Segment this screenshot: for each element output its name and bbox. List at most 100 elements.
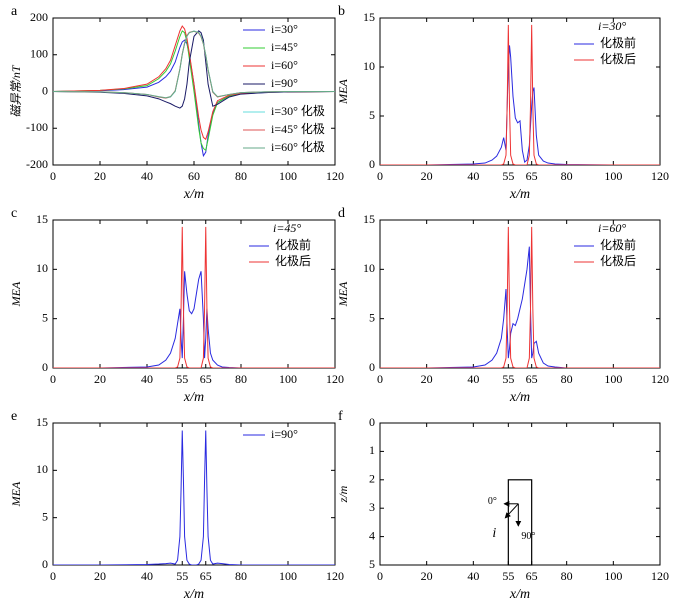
x-tick-label: 55 [176,372,188,386]
data-line [53,25,335,141]
x-tick-label: 55 [176,569,188,583]
x-tick-label: 40 [467,569,479,583]
annotation: i [492,526,496,541]
x-tick-label: 0 [50,169,56,183]
x-tick-label: 0 [50,372,56,386]
panel-label: f [338,409,343,424]
plot-frame [379,422,661,566]
plot-lines [53,25,335,158]
x-tick-label: 65 [526,169,538,183]
x-tick-label: 80 [561,569,573,583]
annotation: 90° [521,531,535,542]
x-tick-label: 80 [235,169,247,183]
y-axis-label: MEA [336,281,350,307]
y-tick-label: -100 [26,120,48,134]
legend-label: i=60° [271,58,298,72]
y-tick-label: 0 [369,360,375,374]
legend-label: i=30° [271,22,298,36]
y-axis-label: MEA [9,481,23,507]
panel-label: e [11,409,17,424]
legend-label: 化极后 [275,254,311,268]
y-tick-label: 15 [36,415,48,429]
y-axis-label: MEA [336,79,350,105]
x-tick-label: 120 [651,169,669,183]
data-line [53,271,335,368]
x-tick-label: 20 [421,372,433,386]
x-tick-label: 120 [326,169,344,183]
legend-title: i=60° [598,221,626,235]
x-tick-label: 20 [421,169,433,183]
panel-label: b [338,4,345,19]
x-axis-label: x/m [509,187,530,202]
x-tick-label: 65 [200,372,212,386]
legend-label: i=45° 化极 [271,122,325,136]
y-tick-label: 5 [369,108,375,122]
x-tick-label: 55 [502,169,514,183]
legend-label: 化极前 [600,237,636,252]
y-tick-label: 15 [363,212,375,226]
x-tick-label: 100 [604,169,622,183]
x-tick-label: 20 [94,169,106,183]
x-tick-label: 55 [502,569,514,583]
y-tick-label: 10 [363,261,375,275]
y-tick-label: 100 [30,47,48,61]
panel: 0 20 40 55 65 80 100 120 0 5 10 15 d x/m MEA i=60° 化极前化极… [336,206,669,405]
y-axis-label: z/m [336,485,350,503]
y-tick-label: 15 [36,212,48,226]
x-tick-label: 100 [604,569,622,583]
x-tick-label: 120 [651,372,669,386]
x-tick-label: 60 [188,169,200,183]
panel: 0 20 40 55 65 80 100 120 0 1 2 3 4 5 f x/m z/m 0° i 90° [336,409,669,602]
x-tick-label: 120 [326,372,344,386]
x-tick-label: 80 [235,569,247,583]
legend-title: i=45° [273,221,301,235]
y-tick-label: 0 [42,360,48,374]
y-axis-label: 磁异常/nT [9,64,23,117]
x-tick-label: 40 [141,372,153,386]
legend-label: i=45° [271,40,298,54]
legend: i=30° i=45° i=60° i=90° i=30° 化极 i=45° 化极 i=60… [243,22,325,154]
panel-label: c [11,206,17,221]
y-tick-label: 1 [369,443,375,457]
y-tick-label: 4 [369,528,375,542]
x-tick-label: 100 [279,372,297,386]
y-tick-label: 5 [369,557,375,571]
prism [507,479,533,566]
y-axis-label: MEA [9,281,23,307]
x-tick-label: 80 [561,169,573,183]
x-axis-label: x/m [509,587,530,602]
legend-label: 化极后 [600,52,636,66]
x-tick-label: 20 [94,372,106,386]
panel: 0 20 40 55 65 80 100 120 0 5 10 15 b x/m MEA i=30° 化极前化极… [336,4,669,202]
legend-label: i=60° 化极 [271,140,325,154]
x-tick-label: 100 [604,372,622,386]
x-tick-label: 65 [526,569,538,583]
y-tick-label: 5 [369,310,375,324]
x-tick-label: 20 [421,569,433,583]
x-tick-label: 40 [467,372,479,386]
legend-label: 化极前 [600,35,636,50]
panel: 0 20 40 55 65 80 100 120 0 5 10 15 e x/m MEA i=90° [9,409,344,602]
x-axis-label: x/m [183,390,204,405]
legend-label: 化极后 [600,254,636,268]
x-axis-label: x/m [183,187,204,202]
plot-frame [52,422,336,566]
x-tick-label: 20 [94,569,106,583]
x-tick-label: 120 [326,569,344,583]
arrow [504,503,519,519]
x-tick-label: 80 [235,372,247,386]
y-tick-label: 3 [369,500,375,514]
x-tick-label: 65 [526,372,538,386]
x-tick-label: 40 [141,569,153,583]
plot-lines [380,24,660,165]
plot-lines [53,226,335,368]
panel-label: a [11,4,18,19]
x-tick-label: 0 [50,569,56,583]
plot-lines [53,430,335,565]
x-tick-label: 65 [200,569,212,583]
x-tick-label: 100 [279,569,297,583]
data-line [53,30,335,109]
